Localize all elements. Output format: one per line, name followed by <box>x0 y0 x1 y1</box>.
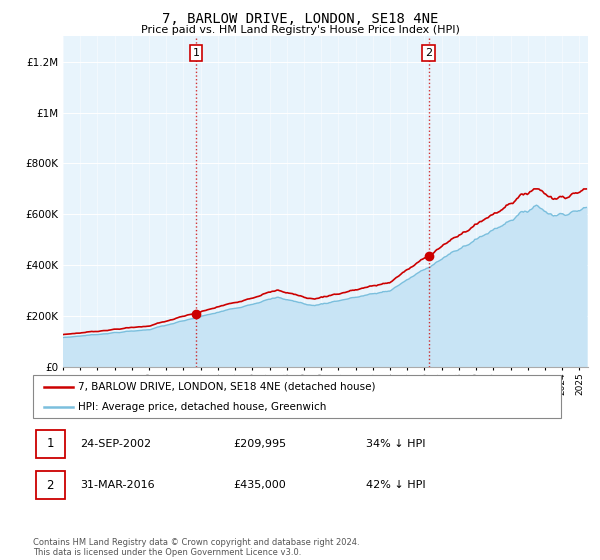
Text: 1: 1 <box>193 48 200 58</box>
Text: £209,995: £209,995 <box>233 438 287 449</box>
Text: 7, BARLOW DRIVE, LONDON, SE18 4NE: 7, BARLOW DRIVE, LONDON, SE18 4NE <box>162 12 438 26</box>
Text: 7, BARLOW DRIVE, LONDON, SE18 4NE (detached house): 7, BARLOW DRIVE, LONDON, SE18 4NE (detac… <box>78 382 376 392</box>
Text: £435,000: £435,000 <box>233 480 286 491</box>
FancyBboxPatch shape <box>35 472 65 500</box>
Text: Price paid vs. HM Land Registry's House Price Index (HPI): Price paid vs. HM Land Registry's House … <box>140 25 460 35</box>
Text: 2: 2 <box>425 48 433 58</box>
Text: 24-SEP-2002: 24-SEP-2002 <box>80 438 152 449</box>
Text: Contains HM Land Registry data © Crown copyright and database right 2024.
This d: Contains HM Land Registry data © Crown c… <box>33 538 359 557</box>
Text: 31-MAR-2016: 31-MAR-2016 <box>80 480 155 491</box>
FancyBboxPatch shape <box>35 430 65 458</box>
Text: 2: 2 <box>46 479 54 492</box>
Text: 1: 1 <box>46 437 54 450</box>
Text: 42% ↓ HPI: 42% ↓ HPI <box>365 480 425 491</box>
Text: 34% ↓ HPI: 34% ↓ HPI <box>365 438 425 449</box>
Text: HPI: Average price, detached house, Greenwich: HPI: Average price, detached house, Gree… <box>78 402 326 412</box>
